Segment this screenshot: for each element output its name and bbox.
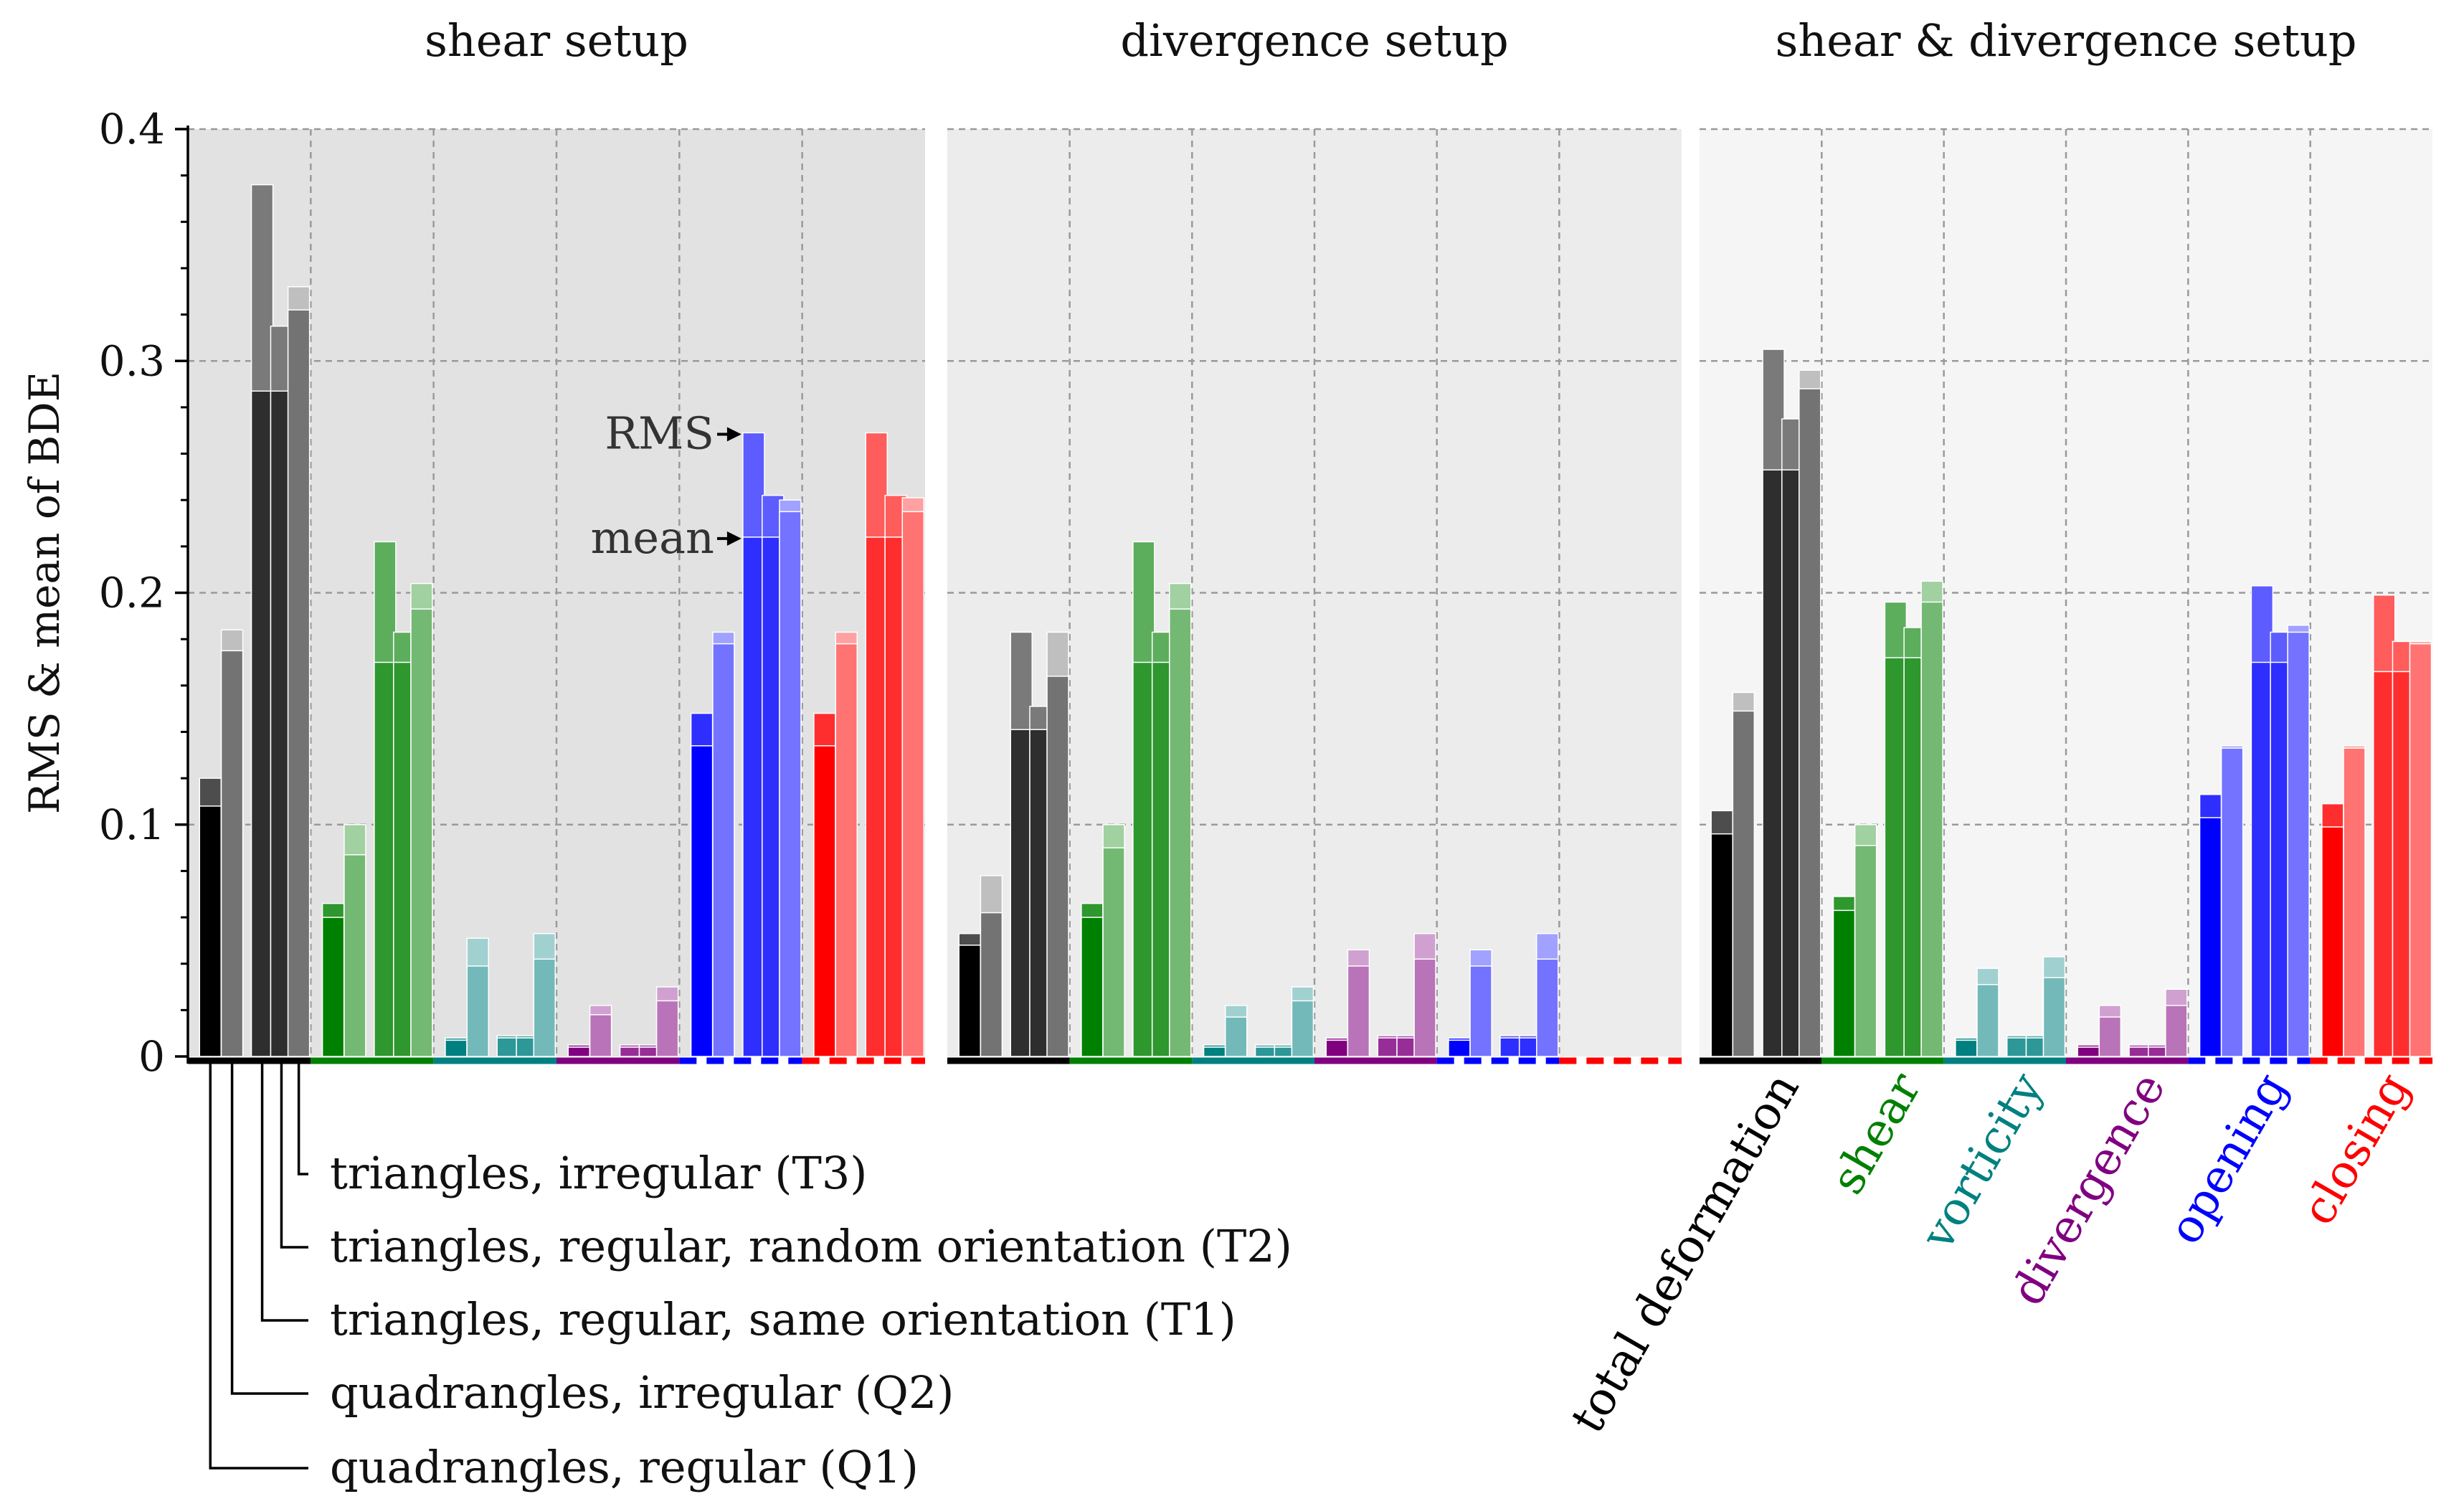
bar-mean-1-total-Q2: [980, 912, 1003, 1057]
bar-mean-2-opening-T3: [2287, 631, 2310, 1057]
y-tick-label: 0.3: [99, 336, 165, 385]
bar-mean-2-total-Q1: [1710, 833, 1733, 1057]
bar-mean-0-shear-Q2: [343, 854, 366, 1057]
bar-mean-1-vorticity-Q1: [1203, 1046, 1226, 1057]
legend-label-T1: triangles, regular, same orientation (T1…: [330, 1293, 1236, 1345]
bar-mean-1-vorticity-T1: [1254, 1046, 1278, 1057]
bar-mean-2-total-Q2: [1732, 710, 1755, 1057]
bar-mean-0-total-T3: [287, 309, 311, 1057]
panel-title-2: shear & divergence setup: [1776, 14, 2357, 67]
bar-mean-2-opening-Q2: [2220, 747, 2244, 1057]
bar-mean-2-divergence-T3: [2165, 1005, 2188, 1057]
bar-mean-1-divergence-T1: [1377, 1037, 1400, 1057]
bar-mean-1-opening-Q2: [1469, 965, 1492, 1057]
bar-mean-0-closing-Q1: [813, 745, 836, 1057]
legend-label-T2: triangles, regular, random orientation (…: [330, 1220, 1292, 1272]
quantity-label-opening: opening: [2159, 1064, 2298, 1253]
bar-mean-0-total-T1: [250, 390, 274, 1057]
legend-leader-T2: [280, 1062, 308, 1249]
bar-mean-1-total-Q1: [958, 945, 981, 1057]
bar-mean-0-total-Q1: [199, 805, 222, 1057]
legend-label-T3: triangles, irregular (T3): [330, 1147, 867, 1199]
bar-mean-1-vorticity-T3: [1291, 1000, 1314, 1057]
bar-mean-1-opening-T3: [1536, 958, 1559, 1057]
bar-mean-2-divergence-Q2: [2098, 1016, 2122, 1057]
y-tick-label: 0.1: [99, 800, 165, 849]
bar-mean-2-vorticity-Q1: [1955, 1039, 1978, 1057]
bar-mean-0-divergence-Q1: [567, 1046, 591, 1057]
legend-leader-T3: [297, 1062, 308, 1176]
bar-mean-1-shear-Q1: [1081, 917, 1104, 1057]
bar-mean-2-shear-Q1: [1832, 909, 1856, 1057]
bar-mean-0-closing-T1: [865, 536, 888, 1057]
bar-mean-2-divergence-T1: [2128, 1046, 2151, 1057]
bar-mean-2-closing-Q1: [2321, 826, 2344, 1057]
legend-label-Q2: quadrangles, irregular (Q2): [330, 1366, 954, 1419]
bar-mean-2-vorticity-T1: [2006, 1037, 2029, 1057]
bar-mean-1-opening-Q1: [1448, 1039, 1471, 1057]
bar-mean-2-vorticity-Q2: [1976, 984, 1999, 1057]
bar-mean-0-opening-Q2: [712, 643, 735, 1057]
y-tick-label: 0: [138, 1032, 165, 1081]
bar-mean-2-vorticity-T3: [2042, 977, 2066, 1057]
annotation-arrow-head-mean: [726, 531, 741, 546]
bar-mean-0-opening-Q1: [690, 745, 714, 1057]
bar-mean-0-divergence-Q2: [589, 1014, 612, 1057]
bar-mean-2-closing-Q2: [2343, 747, 2366, 1057]
bar-mean-1-divergence-Q2: [1347, 965, 1370, 1057]
bar-mean-1-shear-T1: [1132, 661, 1155, 1057]
y-tick-label: 0.2: [99, 569, 165, 618]
y-tick-label: 0.4: [99, 105, 165, 153]
bar-mean-2-shear-T1: [1884, 657, 1908, 1057]
bar-mean-0-vorticity-Q1: [445, 1039, 468, 1057]
annotation-arrow-head-rms: [726, 427, 741, 442]
bar-mean-0-opening-T3: [779, 511, 802, 1057]
bar-mean-2-shear-T3: [1920, 601, 1943, 1057]
annotation-rms: RMS: [605, 407, 714, 459]
annotation-mean: mean: [591, 511, 714, 564]
bar-mean-0-opening-T1: [742, 536, 765, 1057]
quantity-label-closing: closing: [2292, 1064, 2420, 1234]
bar-mean-0-vorticity-Q2: [466, 965, 490, 1057]
bar-mean-1-shear-Q2: [1102, 847, 1125, 1057]
quantity-label-vorticity: vorticity: [1911, 1064, 2054, 1259]
panel-title-0: shear setup: [425, 14, 688, 67]
bar-mean-0-divergence-T1: [619, 1046, 643, 1057]
bar-mean-0-total-Q2: [220, 650, 244, 1057]
bar-mean-1-total-T1: [1010, 729, 1033, 1057]
bar-mean-2-opening-T1: [2250, 661, 2274, 1057]
bar-mean-1-shear-T3: [1169, 608, 1192, 1057]
bar-mean-1-divergence-Q1: [1325, 1039, 1348, 1057]
bar-mean-1-vorticity-Q2: [1225, 1016, 1248, 1057]
bar-mean-2-closing-T3: [2409, 643, 2432, 1057]
bar-mean-1-divergence-T3: [1413, 958, 1436, 1057]
quantity-label-total: total deformation: [1561, 1064, 1810, 1442]
legend-leader-Q1: [209, 1062, 308, 1470]
bar-mean-0-shear-T1: [374, 661, 397, 1057]
y-axis-label: RMS & mean of BDE: [20, 372, 69, 814]
bar-mean-2-total-T1: [1762, 469, 1785, 1057]
quantity-label-shear: shear: [1821, 1064, 1932, 1203]
bar-mean-0-divergence-T3: [655, 1000, 679, 1057]
bar-mean-0-vorticity-T3: [533, 958, 556, 1057]
bar-mean-2-closing-T1: [2372, 671, 2396, 1057]
bar-mean-0-shear-T3: [410, 608, 433, 1057]
bar-mean-0-vorticity-T1: [496, 1037, 519, 1057]
bar-mean-2-opening-Q1: [2199, 817, 2222, 1057]
bar-mean-0-closing-T3: [901, 511, 925, 1057]
legend-leader-Q2: [230, 1062, 308, 1395]
legend-label-Q1: quadrangles, regular (Q1): [330, 1441, 919, 1493]
bar-mean-0-closing-Q2: [835, 643, 858, 1057]
bar-mean-0-shear-Q1: [321, 917, 345, 1057]
bar-mean-2-total-T3: [1799, 388, 1821, 1057]
bar-mean-1-total-T3: [1046, 676, 1069, 1057]
bar-mean-2-divergence-Q1: [2077, 1046, 2100, 1057]
bar-mean-1-opening-T1: [1499, 1037, 1522, 1057]
panel-title-1: divergence setup: [1120, 14, 1508, 67]
bar-mean-2-shear-Q2: [1854, 845, 1877, 1057]
legend-leader-T1: [260, 1062, 308, 1322]
